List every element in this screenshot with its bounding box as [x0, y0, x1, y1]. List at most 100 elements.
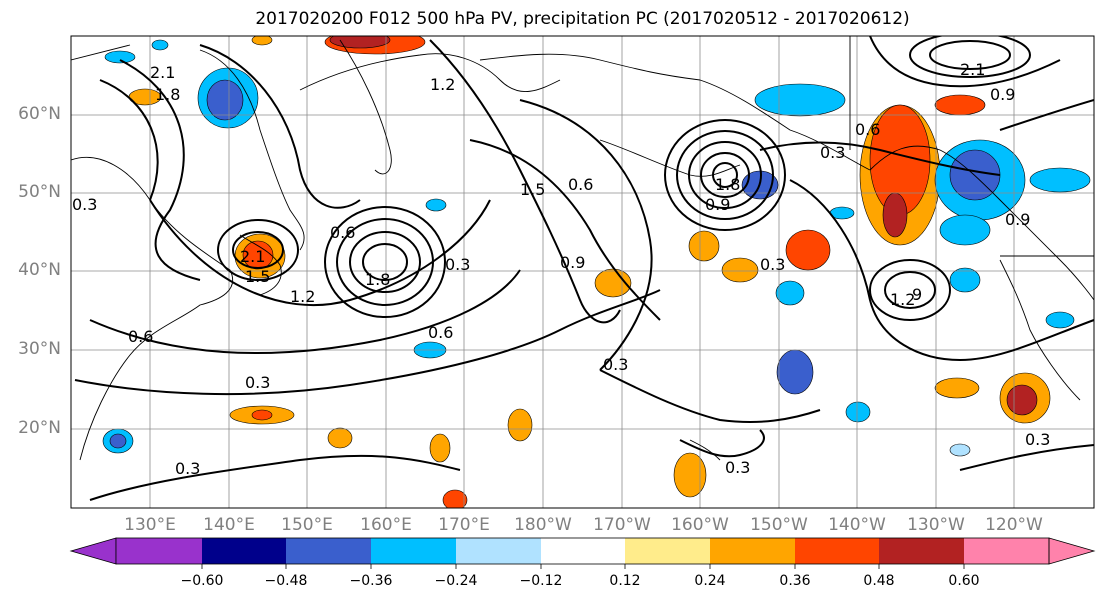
map-title: 2017020200 F012 500 hPa PV, precipitatio… — [255, 9, 910, 29]
contour-label: 2.1 — [960, 60, 985, 79]
colorbar-cell — [116, 538, 202, 564]
coastlines — [71, 36, 1094, 461]
contour-label: 0.6 — [330, 223, 355, 242]
precip-blob — [327, 427, 353, 449]
precip-blob — [1029, 167, 1091, 193]
precip-blob — [934, 94, 986, 116]
contour-label: 0.3 — [1025, 430, 1050, 449]
contour-label: 0.3 — [72, 195, 97, 214]
precip-blob — [949, 443, 971, 457]
lon-label: 160°W — [671, 515, 729, 535]
precip-blob — [949, 267, 981, 293]
lat-label: 60°N — [18, 104, 61, 124]
lon-label: 150°W — [750, 515, 808, 535]
colorbar-tick-label: −0.60 — [180, 573, 224, 589]
contour-label: 0.9 — [705, 195, 730, 214]
colorbar-tick-label: 0.60 — [948, 573, 980, 589]
precip-blob — [1045, 311, 1075, 329]
colorbar-cell — [456, 538, 541, 564]
colorbar-cell — [371, 538, 456, 564]
colorbar-cell — [286, 538, 371, 564]
contour-label: 0.3 — [760, 255, 785, 274]
contour-label-layer: 2.1 1.8 0.3 2.1 1.5 1.2 0.6 1.8 0.3 0.6 … — [72, 60, 1050, 478]
pv-contours — [74, 36, 1094, 501]
colorbar — [69, 537, 1096, 569]
contour-label: 0.9 — [560, 253, 585, 272]
precip-blob — [754, 83, 846, 117]
precip-blob — [845, 401, 871, 423]
colorbar-frame — [115, 537, 1050, 565]
precip-blob — [251, 36, 273, 46]
precip-blob — [934, 377, 980, 399]
precip-blob — [507, 408, 533, 442]
precip-blob — [939, 214, 991, 246]
lon-label: 130°W — [907, 515, 965, 535]
colorbar-cell — [625, 538, 710, 564]
contour-label: 1.8 — [155, 85, 180, 104]
lon-label: 150°E — [281, 515, 333, 535]
contour-label: 1.2 — [890, 290, 915, 309]
contour-label: 1.5 — [245, 267, 270, 286]
lat-label: 30°N — [18, 339, 61, 359]
plot-border — [70, 35, 1095, 509]
contour-label: 0.3 — [820, 143, 845, 162]
contour-label: 2.1 — [150, 63, 175, 82]
colorbar-cell — [879, 538, 964, 564]
colorbar-tick-label: −0.36 — [349, 573, 393, 589]
contour-label: 0.3 — [175, 459, 200, 478]
colorbar-cell — [795, 538, 879, 564]
colorbar-tick-label: −0.12 — [519, 573, 563, 589]
precip-blob — [329, 36, 391, 49]
precip-blob — [429, 433, 451, 463]
precip-blob — [776, 349, 814, 395]
lon-label: 180°W — [514, 515, 572, 535]
colorbar-left-arrow — [69, 537, 117, 565]
lat-label: 40°N — [18, 260, 61, 280]
contour-label: 0.3 — [725, 458, 750, 477]
precip-blob — [721, 257, 759, 283]
contour-label: 1.8 — [715, 175, 740, 194]
precip-blob — [882, 192, 908, 238]
precip-blob — [151, 39, 169, 51]
contour-label: 0.3 — [245, 373, 270, 392]
graticule — [71, 36, 1094, 508]
contour-label: 2.1 — [240, 247, 265, 266]
colorbar-cell — [202, 538, 286, 564]
colorbar-tick-label: 0.24 — [694, 573, 726, 589]
colorbar-tick-label: 0.12 — [609, 573, 641, 589]
colorbar-tick-label: 0.48 — [863, 573, 895, 589]
colorbar-right-arrow — [1048, 537, 1096, 565]
contour-label: 1.2 — [290, 287, 315, 306]
contour-label: 0.9 — [1005, 210, 1030, 229]
precip-blob — [109, 433, 127, 449]
colorbar-tick-label: −0.48 — [264, 573, 308, 589]
contour-label: 0.9 — [990, 85, 1015, 104]
lon-label: 140°E — [203, 515, 255, 535]
lon-label: 160°E — [360, 515, 412, 535]
contour-label: 0.3 — [603, 355, 628, 374]
lon-label: 140°W — [828, 515, 886, 535]
lat-label: 50°N — [18, 182, 61, 202]
precip-blob — [206, 79, 244, 121]
precip-blob — [251, 409, 273, 421]
contour-label: 1.8 — [365, 270, 390, 289]
colorbar-cell — [710, 538, 795, 564]
precip-blob — [785, 229, 831, 271]
contour-label: 0.6 — [428, 323, 453, 342]
lon-label: 170°W — [593, 515, 651, 535]
contour-label: 0.3 — [445, 255, 470, 274]
lon-label: 170°E — [438, 515, 490, 535]
colorbar-cell — [964, 538, 1049, 564]
colorbar-cell — [541, 538, 625, 564]
precip-blob — [1006, 384, 1038, 416]
lon-label: 120°W — [985, 515, 1043, 535]
precip-blob — [104, 50, 136, 64]
contour-label: 0.6 — [568, 175, 593, 194]
colorbar-tick-label: −0.24 — [434, 573, 478, 589]
contour-label: 0.6 — [855, 120, 880, 139]
contour-label: 9 — [912, 285, 922, 304]
precip-fill-layer — [102, 36, 1091, 508]
lon-label: 130°E — [124, 515, 176, 535]
precip-blob — [775, 280, 805, 306]
